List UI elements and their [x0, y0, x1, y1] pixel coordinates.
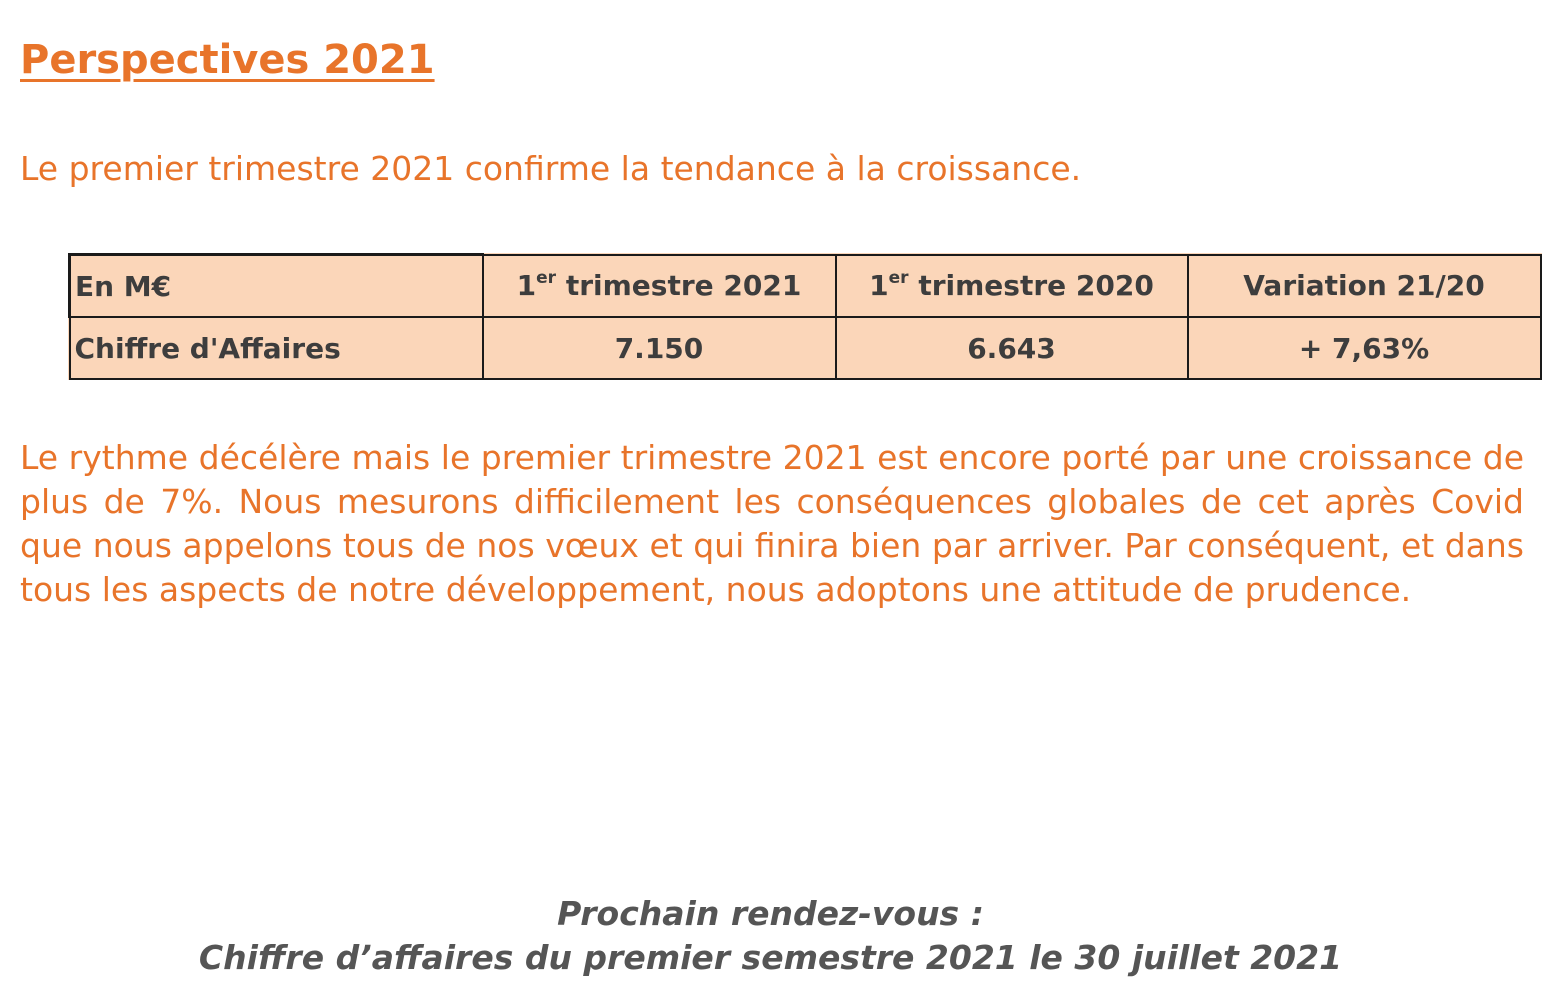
header-q1-2020-cell: 1er trimestre 2020: [834, 253, 1189, 318]
body-paragraph: Le rythme décélère mais le premier trime…: [20, 438, 1524, 609]
header-variation-cell: Variation 21/20: [1186, 253, 1542, 318]
next-meeting-heading: Prochain rendez-vous :: [557, 894, 984, 933]
row-q1-2020-value: 6.643: [834, 316, 1189, 380]
row-variation-value: + 7,63%: [1186, 316, 1542, 380]
revenue-table: En M€ 1er trimestre 2021 1er trimestre 2…: [68, 253, 1542, 380]
row-q1-2021-value: 7.150: [481, 316, 837, 380]
header-q1-2021-rest: trimestre 2021: [556, 269, 802, 303]
header-q1-2021-num: 1: [516, 269, 537, 303]
header-q1-2021-cell: 1er trimestre 2021: [481, 253, 837, 318]
next-meeting-detail: Chiffre d’affaires du premier semestre 2…: [198, 938, 1343, 977]
header-unit-cell: En M€: [68, 253, 484, 318]
next-meeting: Prochain rendez-vous : Chiffre d’affaire…: [0, 892, 1541, 980]
header-q1-2021-sup: er: [536, 268, 557, 289]
header-q1-2020-sup: er: [888, 268, 909, 289]
table-row: Chiffre d'Affaires 7.150 6.643 + 7,63%: [68, 316, 1542, 380]
header-q1-2020-rest: trimestre 2020: [908, 269, 1154, 303]
header-q1-2020-num: 1: [869, 269, 889, 303]
row-label-cell: Chiffre d'Affaires: [68, 316, 484, 380]
table-header-row: En M€ 1er trimestre 2021 1er trimestre 2…: [68, 253, 1542, 318]
intro-sentence: Le premier trimestre 2021 confirme la te…: [20, 149, 1082, 188]
section-title: Perspectives 2021: [20, 37, 435, 83]
